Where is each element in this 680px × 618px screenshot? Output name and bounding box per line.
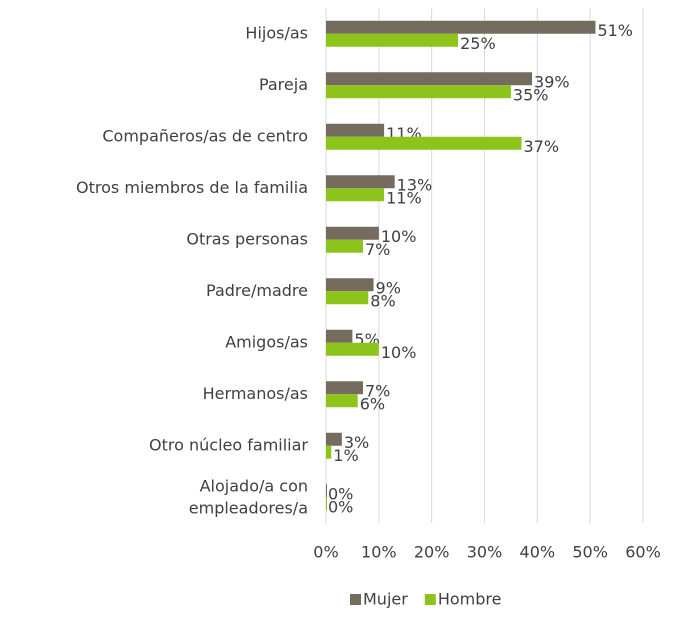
data-label: 10% — [381, 343, 417, 362]
x-tick-label: 20% — [414, 543, 450, 562]
legend-label: Hombre — [438, 590, 502, 609]
x-tick-label: 0% — [313, 543, 338, 562]
bar — [326, 291, 369, 305]
bar — [326, 188, 385, 202]
data-label: 7% — [365, 240, 390, 259]
legend-marker — [350, 594, 361, 605]
bar — [326, 20, 596, 34]
bar — [326, 33, 459, 47]
legend-marker — [424, 594, 436, 605]
bar — [326, 85, 511, 99]
bar — [326, 226, 379, 240]
data-label: 13% — [397, 175, 433, 194]
data-label: 11% — [386, 188, 422, 207]
bar — [326, 342, 379, 356]
bar — [326, 329, 353, 343]
data-label: 35% — [513, 85, 549, 104]
bar — [326, 136, 522, 150]
data-label: 7% — [365, 381, 390, 400]
bar — [326, 175, 395, 189]
y-tick-label: Hermanos/as — [203, 384, 308, 403]
x-tick-label: 50% — [572, 543, 608, 562]
bar — [326, 123, 385, 137]
legend-label: Mujer — [363, 590, 408, 609]
data-label: 25% — [460, 34, 496, 53]
bar — [326, 381, 363, 395]
bar — [326, 239, 363, 253]
data-label: 37% — [523, 137, 559, 156]
bar — [326, 278, 374, 292]
bar — [326, 72, 533, 86]
data-label: 6% — [360, 394, 385, 413]
bar — [326, 497, 327, 511]
y-tick-label: Padre/madre — [206, 281, 308, 300]
data-label: 1% — [333, 446, 358, 465]
data-label: 51% — [597, 21, 633, 40]
y-tick-label: Pareja — [259, 75, 308, 94]
x-tick-label: 60% — [625, 543, 661, 562]
data-label: 8% — [370, 291, 395, 310]
data-label: 0% — [328, 497, 353, 516]
y-tick-label: Otros miembros de la familia — [76, 178, 308, 197]
bar — [326, 394, 358, 408]
data-label: 9% — [376, 278, 401, 297]
y-tick-label: Hijos/as — [245, 23, 308, 42]
bar — [326, 445, 332, 459]
bar — [326, 432, 342, 446]
data-label: 10% — [381, 227, 417, 246]
x-tick-label: 10% — [361, 543, 397, 562]
y-tick-label: Alojado/a con empleadores/a — [189, 476, 308, 517]
data-label: 39% — [534, 72, 570, 91]
x-tick-label: 40% — [520, 543, 556, 562]
data-label: 3% — [344, 433, 369, 452]
x-tick-label: 30% — [467, 543, 503, 562]
y-tick-label: Amigos/as — [225, 332, 308, 351]
bar — [326, 484, 327, 498]
y-tick-label: Compañeros/as de centro — [102, 126, 308, 145]
data-label: 0% — [328, 484, 353, 503]
y-tick-label: Otro núcleo familiar — [149, 435, 308, 454]
y-tick-label: Otras personas — [186, 229, 308, 248]
